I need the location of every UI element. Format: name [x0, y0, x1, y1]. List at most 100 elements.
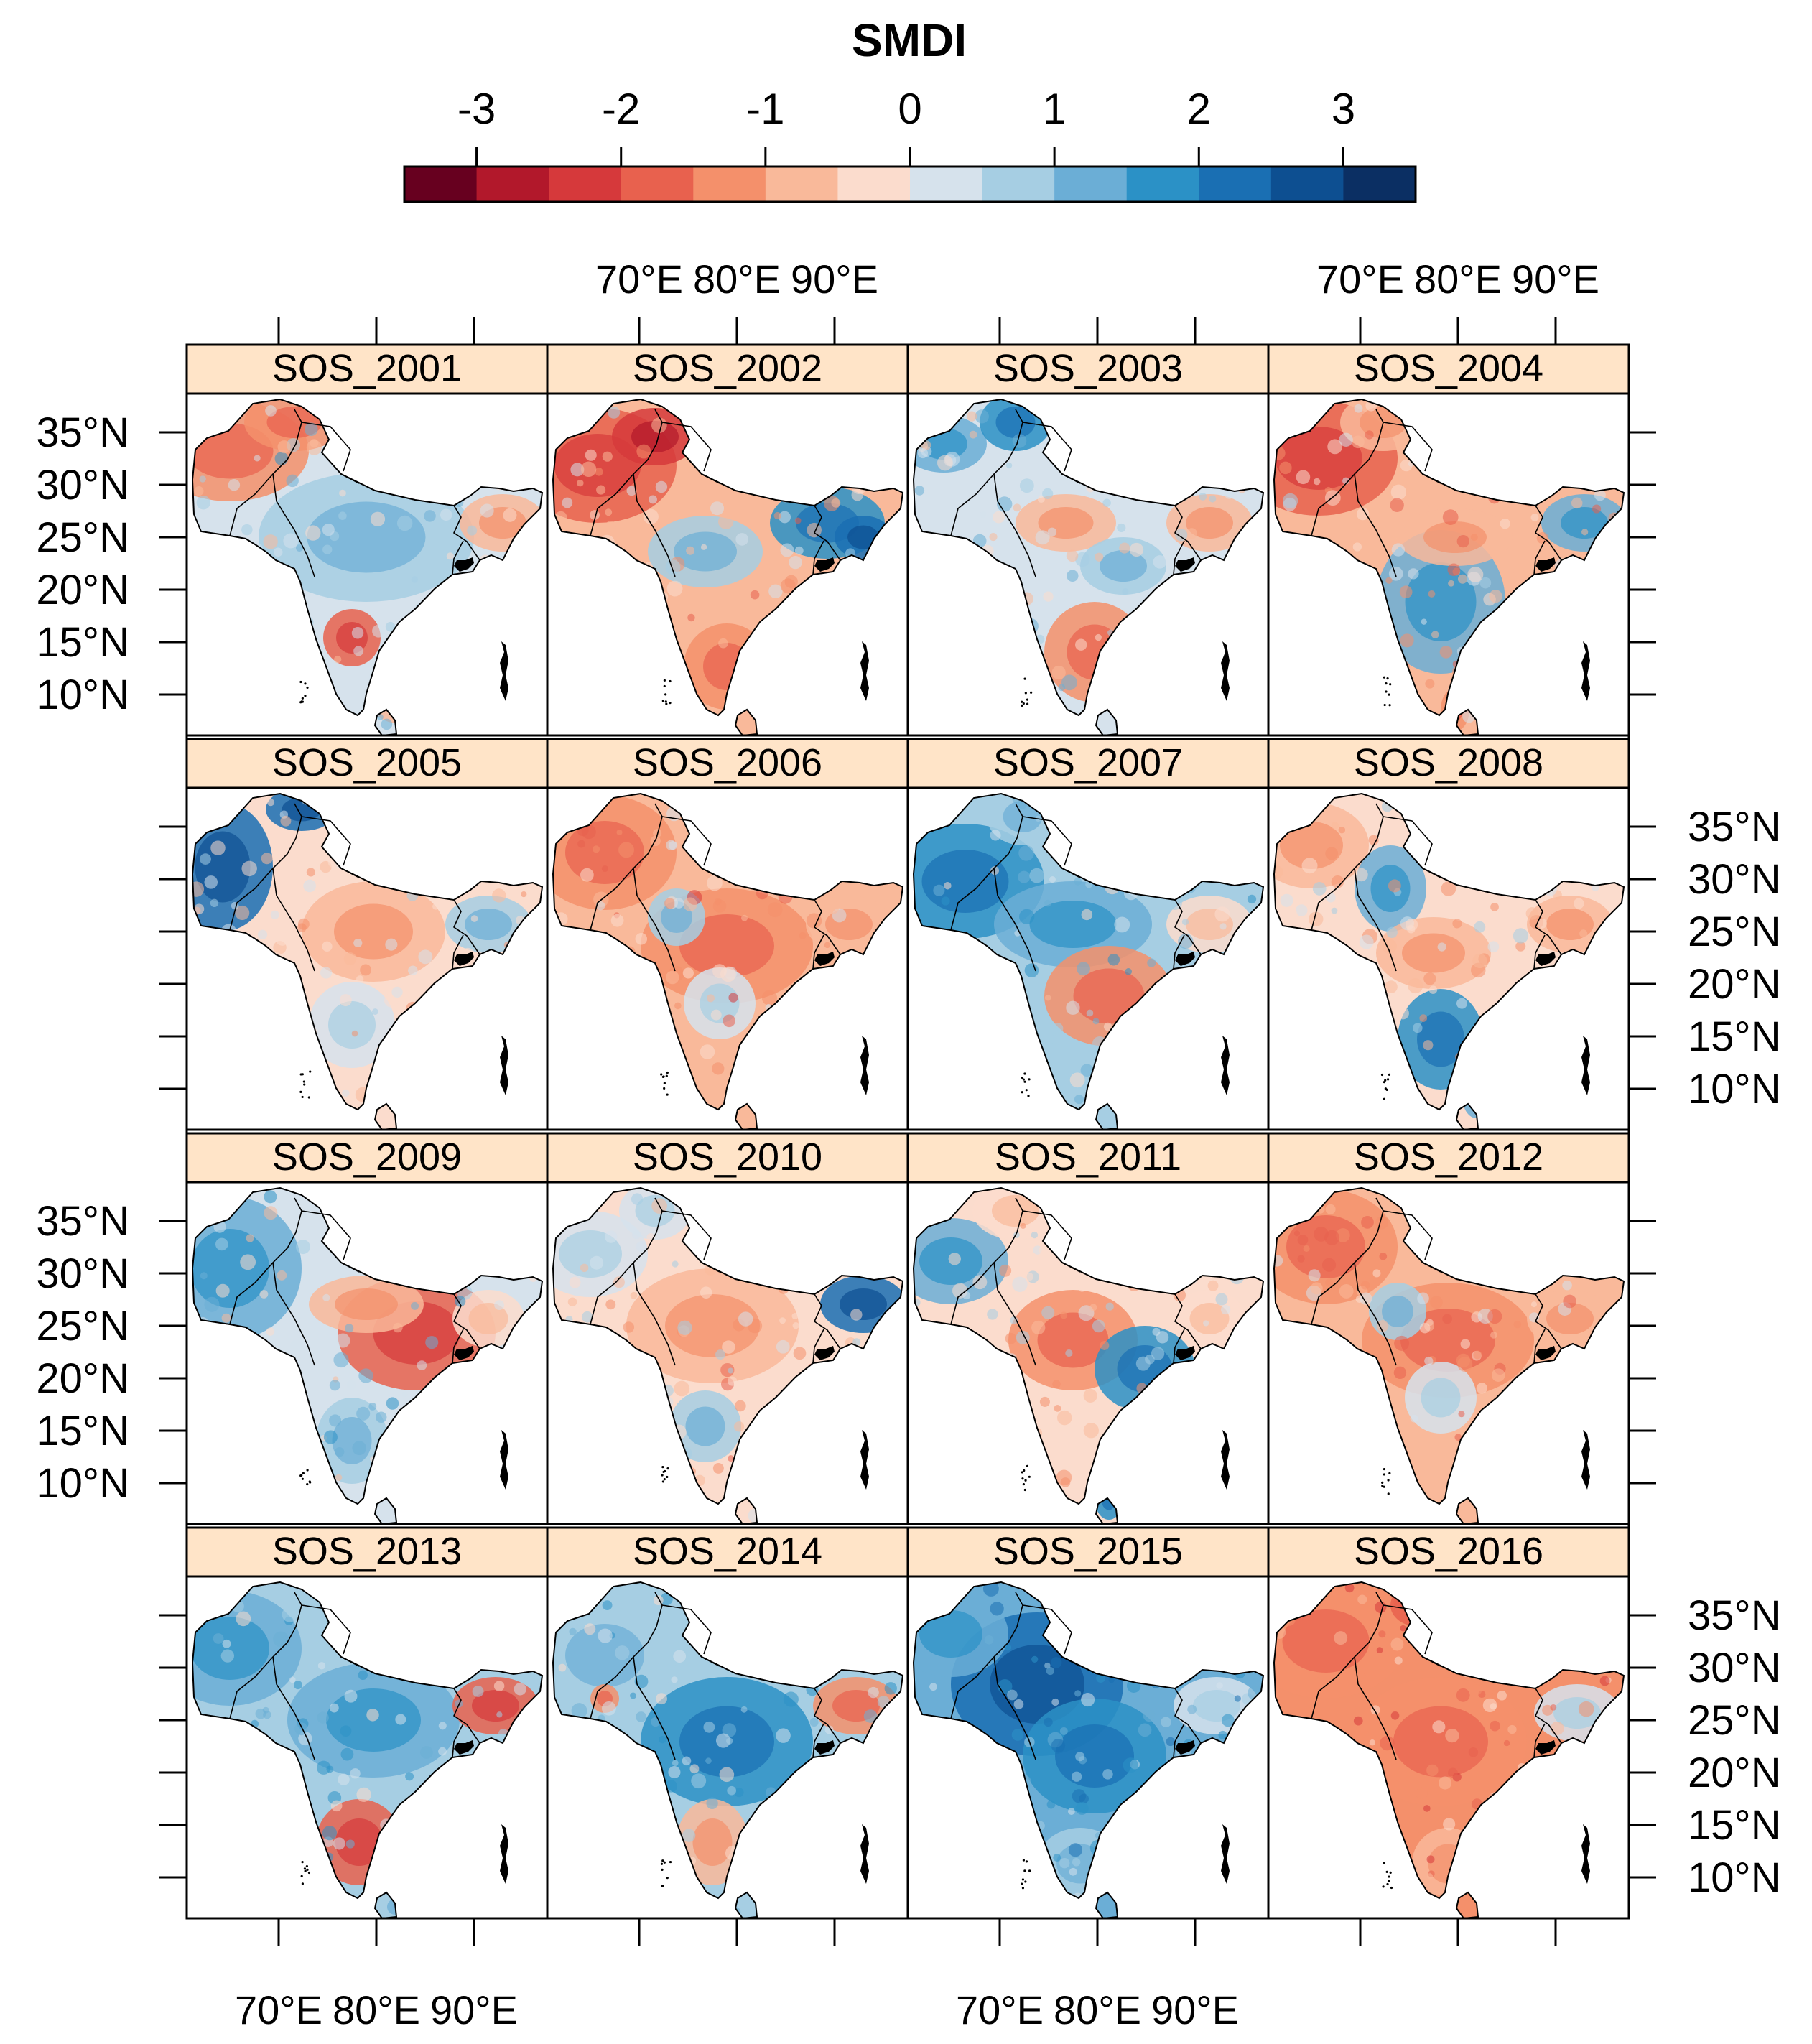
anomaly-core [1073, 968, 1145, 1024]
texture-speck [1067, 570, 1079, 582]
texture-speck [1375, 528, 1388, 541]
texture-speck [703, 1721, 715, 1733]
texture-speck [520, 597, 530, 607]
texture-speck [464, 459, 478, 473]
texture-speck [773, 619, 787, 633]
texture-speck [1408, 568, 1419, 580]
texture-speck [1556, 1077, 1569, 1090]
panel-title: SOS_2012 [1354, 1135, 1543, 1179]
coastal-mask [1175, 1740, 1195, 1755]
texture-speck [682, 1829, 696, 1842]
lat-tick-label: 30°N [1688, 1645, 1781, 1691]
texture-speck [802, 1444, 810, 1453]
texture-speck [1013, 1699, 1024, 1709]
texture-speck [473, 436, 483, 445]
texture-speck [649, 1434, 663, 1447]
texture-speck [1592, 633, 1606, 647]
texture-speck [831, 498, 841, 508]
texture-speck [1058, 684, 1066, 692]
texture-speck [612, 1728, 624, 1740]
texture-speck [1419, 1322, 1431, 1334]
texture-speck [522, 1419, 529, 1426]
texture-speck [786, 1636, 801, 1650]
texture-speck [1029, 868, 1045, 883]
texture-speck [1277, 1600, 1293, 1616]
texture-speck [1352, 435, 1365, 449]
texture-speck [1591, 1197, 1602, 1207]
texture-speck [351, 1030, 358, 1037]
texture-speck [348, 722, 356, 730]
texture-speck [816, 1582, 825, 1589]
texture-speck [208, 1405, 215, 1411]
texture-speck [194, 1839, 203, 1849]
lakshadweep-dot [663, 1861, 666, 1864]
texture-speck [1550, 1608, 1561, 1620]
lakshadweep-dot [299, 1073, 302, 1076]
texture-speck [608, 406, 621, 419]
texture-speck [1426, 1764, 1439, 1777]
colorbar-swatch [1199, 167, 1272, 202]
texture-speck [1579, 929, 1588, 938]
texture-speck [1234, 1864, 1246, 1877]
texture-speck [1287, 909, 1298, 920]
texture-speck [195, 1316, 209, 1331]
texture-speck [1400, 1625, 1406, 1632]
texture-speck [914, 1491, 926, 1505]
texture-speck [1372, 1020, 1380, 1028]
texture-speck [1194, 695, 1202, 703]
texture-speck [1608, 512, 1620, 524]
texture-speck [1102, 498, 1111, 507]
internal-border [1534, 1293, 1562, 1349]
texture-speck [921, 1093, 929, 1100]
texture-speck [472, 1686, 484, 1697]
texture-speck [1501, 1275, 1515, 1288]
texture-speck [795, 1446, 811, 1462]
texture-speck [1183, 1256, 1192, 1265]
texture-speck [1135, 1119, 1146, 1130]
coastal-mask [1535, 557, 1556, 572]
texture-speck [233, 1895, 248, 1910]
texture-speck [1457, 1356, 1473, 1372]
texture-speck [699, 1594, 715, 1610]
texture-speck [1186, 1194, 1195, 1202]
texture-speck [440, 631, 450, 641]
texture-speck [1065, 1349, 1073, 1357]
texture-speck [280, 1868, 292, 1880]
lon-tick-label: 90°E [791, 256, 878, 302]
texture-speck [237, 1441, 244, 1448]
texture-speck [1161, 1717, 1171, 1728]
texture-speck [772, 1031, 785, 1044]
texture-speck [880, 1654, 891, 1666]
texture-speck [478, 554, 493, 568]
texture-speck [1154, 723, 1162, 731]
texture-speck [356, 1787, 371, 1802]
texture-speck [610, 1407, 623, 1421]
texture-speck [812, 1413, 822, 1423]
texture-speck [553, 583, 560, 591]
andaman-islands [860, 641, 869, 701]
texture-speck [712, 964, 727, 979]
texture-speck [1100, 456, 1115, 472]
texture-speck [697, 1462, 710, 1475]
texture-speck [1354, 404, 1363, 413]
texture-speck [215, 570, 223, 577]
anomaly-core [700, 983, 740, 1023]
texture-speck [1096, 1599, 1107, 1610]
lakshadweep-dot [1030, 691, 1033, 694]
texture-speck [334, 1446, 345, 1457]
texture-speck [1095, 552, 1104, 562]
texture-speck [386, 440, 396, 450]
texture-speck [468, 1092, 480, 1105]
texture-speck [940, 1880, 952, 1892]
lakshadweep-dot [1383, 1081, 1385, 1084]
lakshadweep-dot [300, 1474, 303, 1477]
texture-speck [322, 524, 335, 536]
texture-speck [1021, 1409, 1031, 1421]
texture-speck [519, 1875, 530, 1886]
texture-speck [1513, 569, 1527, 583]
texture-speck [1528, 1044, 1543, 1060]
texture-speck [210, 1730, 220, 1739]
colorbar-swatch [549, 167, 622, 202]
lakshadweep-dot [303, 1867, 307, 1870]
texture-speck [1545, 1436, 1554, 1446]
